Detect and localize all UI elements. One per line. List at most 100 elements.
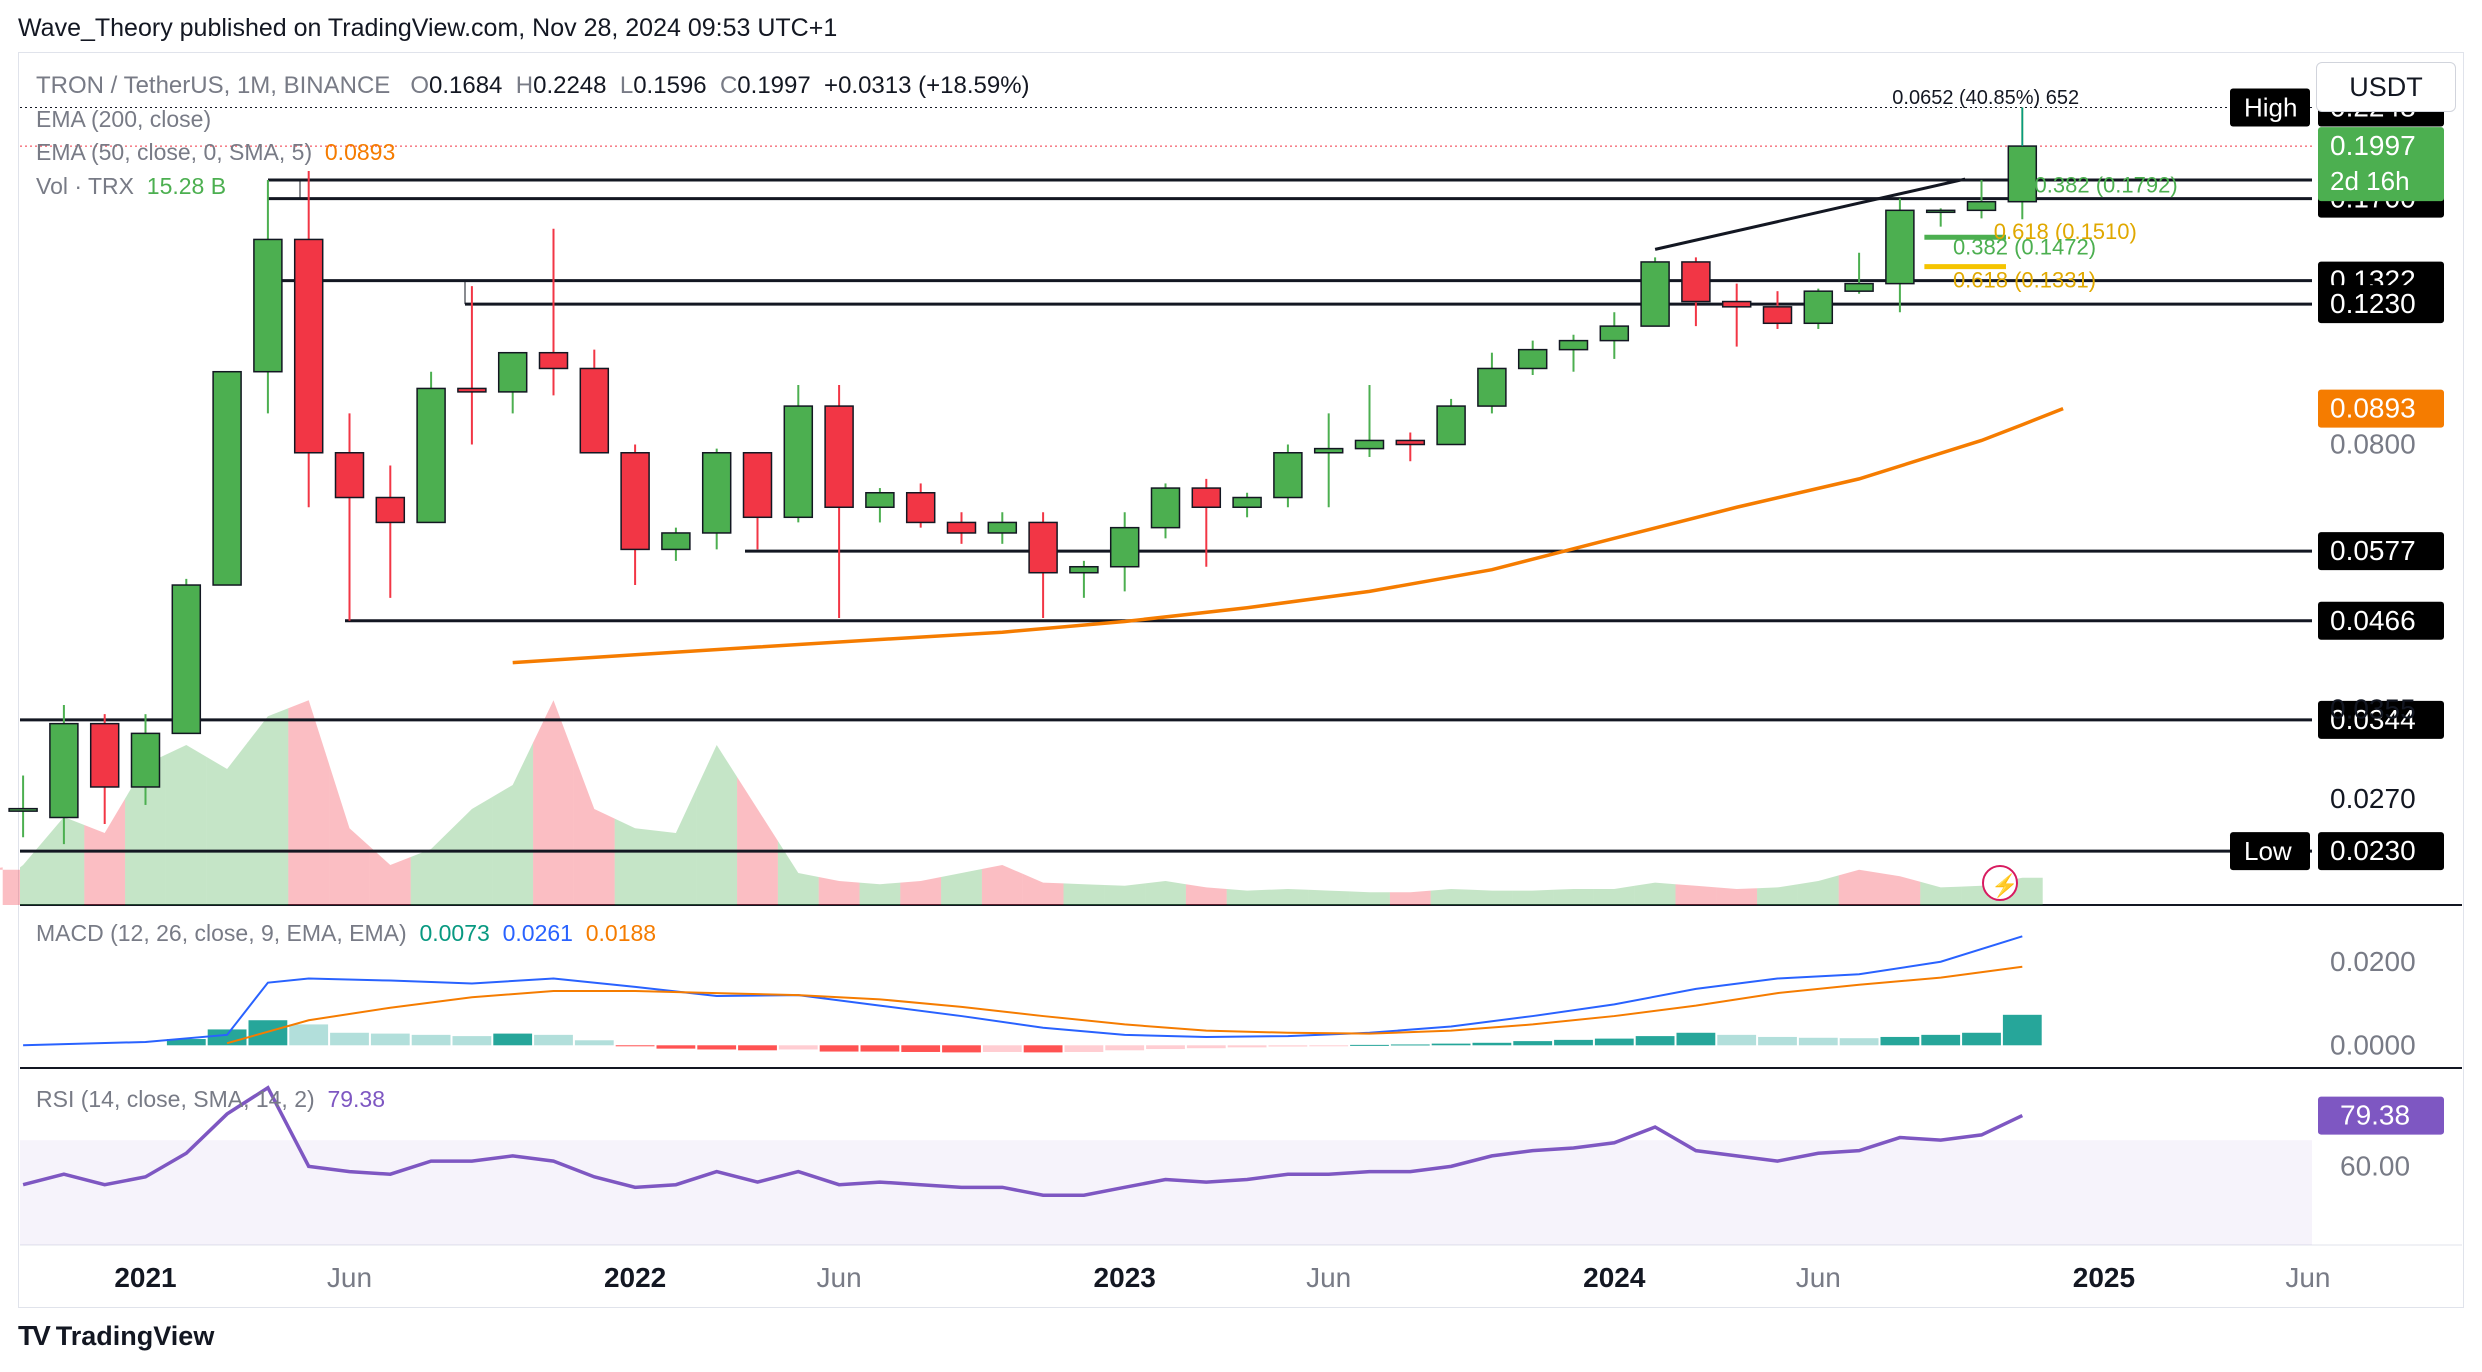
macd-hist-bar bbox=[1798, 1037, 1838, 1046]
fib-label-2: 0.618 (0.1510) bbox=[1994, 219, 2137, 244]
candle-body bbox=[1273, 452, 1303, 499]
volume-area bbox=[655, 789, 697, 905]
candle-body bbox=[538, 351, 569, 370]
volume-area bbox=[1879, 873, 1921, 905]
price-tag-0.1230-bg bbox=[2318, 285, 2444, 324]
candle-body bbox=[1925, 209, 1956, 214]
candle-body bbox=[2007, 145, 2038, 203]
candle-body bbox=[49, 722, 79, 819]
rsi-legend[interactable]: RSI (14, close, SMA, 14, 2) 79.38 bbox=[36, 1086, 385, 1113]
candle-body bbox=[1803, 290, 1834, 325]
volume-area bbox=[1471, 889, 1513, 905]
high-label: H bbox=[515, 72, 534, 99]
volume-area bbox=[1838, 869, 1880, 905]
axis-label-0.0270: 0.0270 bbox=[2330, 783, 2416, 814]
tradingview-brand[interactable]: TV TradingView bbox=[18, 1320, 214, 1352]
macd-hist-bar bbox=[1350, 1044, 1389, 1046]
volume-area bbox=[981, 865, 1023, 905]
fib-label-4: 0.618 (0.1331) bbox=[1953, 267, 2096, 292]
rsi-label: RSI (14, close, SMA, 14, 2) bbox=[36, 1086, 315, 1112]
volume-area bbox=[410, 829, 452, 905]
volume-area bbox=[818, 877, 860, 905]
macd-hist-bar bbox=[1594, 1038, 1634, 1046]
volume-area bbox=[1512, 889, 1554, 905]
candle-body bbox=[212, 370, 242, 586]
candle-body bbox=[579, 367, 610, 454]
macd-hist-bar bbox=[493, 1033, 533, 1046]
macd-hist-bar bbox=[1554, 1039, 1593, 1046]
volume-area bbox=[737, 777, 778, 905]
time-tick-Jun: Jun bbox=[1306, 1262, 1351, 1293]
price-tag-0.0577-bg bbox=[2318, 532, 2444, 571]
candle-body bbox=[1354, 439, 1385, 450]
symbol-name[interactable]: TRON / TetherUS, 1M, BINANCE bbox=[36, 72, 391, 99]
macd-hist-bar bbox=[574, 1040, 614, 1046]
low-badge-label: Low bbox=[2244, 836, 2292, 866]
candle-body bbox=[824, 405, 854, 509]
volume-area bbox=[492, 742, 534, 905]
candle-body bbox=[497, 351, 528, 393]
volume-area bbox=[1104, 883, 1146, 905]
volume-legend[interactable]: Vol · TRX 15.28 B bbox=[36, 173, 226, 200]
price-tag-0.0344: 0.0344 bbox=[2330, 704, 2416, 735]
measure-label: 0.0652 (40.85%) 652 bbox=[1892, 87, 2079, 109]
volume-area bbox=[206, 742, 248, 905]
candle-body bbox=[1313, 447, 1344, 454]
time-tick-2023: 2023 bbox=[1094, 1262, 1156, 1293]
volume-area bbox=[1063, 883, 1105, 905]
candle-body bbox=[1150, 487, 1181, 529]
ema50-legend[interactable]: EMA (50, close, 0, SMA, 5) 0.0893 bbox=[36, 139, 395, 166]
macd-hist-bar bbox=[289, 1024, 329, 1046]
volume-area bbox=[1267, 889, 1309, 905]
volume-area bbox=[1226, 889, 1268, 905]
candle-body bbox=[334, 452, 365, 499]
macd-hist-bar bbox=[697, 1045, 737, 1050]
macd-legend[interactable]: MACD (12, 26, close, 9, EMA, EMA) 0.0073… bbox=[36, 920, 656, 947]
time-tick-Jun: Jun bbox=[327, 1262, 372, 1293]
volume-area bbox=[0, 867, 20, 905]
ema200-label: EMA (200, close) bbox=[36, 106, 212, 132]
macd-hist-bar bbox=[615, 1045, 655, 1047]
candle-body bbox=[1109, 526, 1140, 568]
volume-area bbox=[900, 877, 942, 905]
publisher-line: Wave_Theory published on TradingView.com… bbox=[18, 14, 838, 42]
rsi-line bbox=[22, 1085, 2024, 1197]
volume-area bbox=[1797, 875, 1839, 905]
axis-label-0.0355: 0.0355 bbox=[2330, 694, 2416, 725]
candle-body bbox=[987, 521, 1018, 534]
candle-body bbox=[1028, 521, 1058, 574]
time-tick-2024: 2024 bbox=[1583, 1262, 1646, 1293]
macd-hist-bar bbox=[1268, 1045, 1308, 1047]
candle-body bbox=[1966, 200, 1997, 212]
currency-selector[interactable]: USDT bbox=[2316, 62, 2456, 112]
candle-body bbox=[1517, 348, 1548, 370]
open-value: 0.1684 bbox=[429, 72, 503, 99]
ema200-legend[interactable]: EMA (200, close) bbox=[36, 106, 211, 133]
volume-area bbox=[1145, 881, 1186, 905]
volume-area bbox=[247, 708, 289, 905]
volume-area bbox=[696, 745, 738, 905]
macd-hist-bar bbox=[534, 1034, 573, 1046]
macd-hist-bar bbox=[819, 1045, 859, 1052]
macd-hist-bar bbox=[1390, 1044, 1430, 1046]
price-tag-0.0230-bg bbox=[2318, 832, 2444, 871]
rsi-axis-60: 60.00 bbox=[2340, 1150, 2410, 1181]
news-flash-icon bbox=[1982, 865, 2018, 901]
volume-area bbox=[288, 700, 330, 905]
fib-label-1: 0.382 (0.1792) bbox=[2035, 173, 2178, 198]
ema50-label: EMA (50, close, 0, SMA, 5) bbox=[36, 139, 313, 165]
last-price-tag: 0.1997 bbox=[2330, 130, 2416, 161]
high-badge-bg bbox=[2230, 88, 2310, 127]
candle-body bbox=[293, 238, 324, 454]
macd-hist-bar bbox=[1309, 1045, 1349, 1047]
symbol-legend[interactable]: TRON / TetherUS, 1M, BINANCE O0.1684 H0.… bbox=[36, 72, 1030, 100]
candle-body bbox=[1640, 261, 1670, 327]
price-tag-0.0466-bg bbox=[2318, 601, 2444, 640]
volume-area bbox=[533, 700, 574, 905]
volume-area bbox=[1430, 889, 1472, 905]
macd-line-value: 0.0261 bbox=[502, 920, 573, 946]
volume-area bbox=[1757, 884, 1798, 905]
ema-price-tag-bg bbox=[2318, 389, 2444, 428]
change-value: +0.0313 (+18.59%) bbox=[824, 72, 1030, 99]
